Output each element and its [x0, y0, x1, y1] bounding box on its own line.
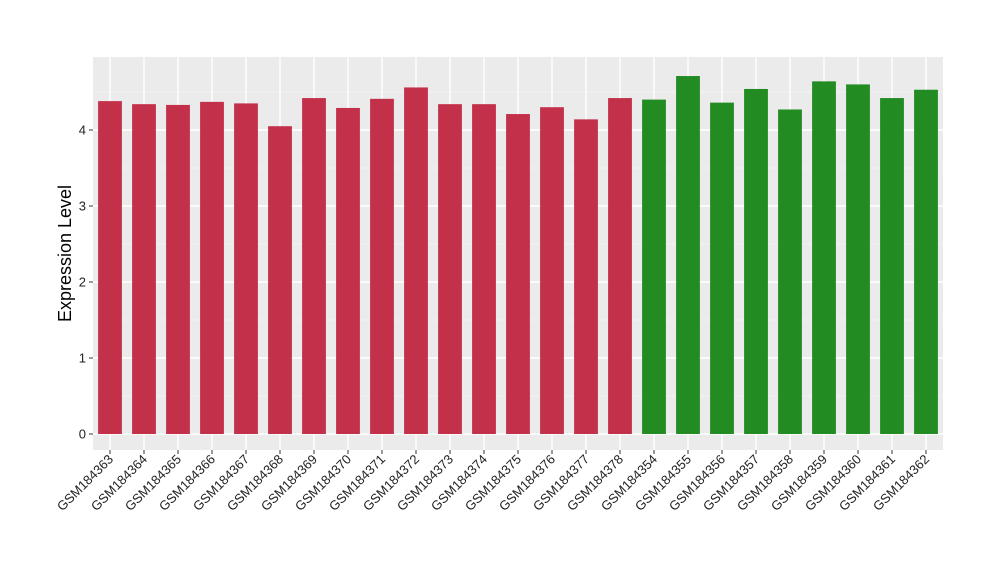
y-tick-label: 0: [79, 427, 86, 442]
y-tick-label: 1: [79, 351, 86, 366]
bar-GSM184367: [234, 103, 258, 435]
bar-GSM184358: [778, 109, 802, 434]
y-tick-label: 3: [79, 199, 86, 214]
bar-GSM184368: [268, 126, 292, 434]
bar-GSM184371: [370, 98, 394, 434]
bar-GSM184363: [98, 101, 122, 435]
bar-GSM184357: [744, 88, 768, 435]
bar-GSM184376: [540, 107, 564, 434]
bar-GSM184375: [506, 114, 530, 434]
bar-GSM184361: [880, 98, 904, 434]
bar-GSM184377: [574, 119, 598, 435]
x-axis: GSM184363GSM184364GSM184365GSM184366GSM1…: [54, 450, 932, 514]
bar-GSM184374: [472, 104, 496, 434]
bar-GSM184366: [200, 101, 224, 434]
bar-GSM184355: [676, 76, 700, 434]
bar-GSM184365: [166, 104, 190, 435]
y-tick-label: 2: [79, 275, 86, 290]
bar-GSM184372: [404, 87, 428, 434]
y-axis: 0 1 2 3 4: [79, 123, 93, 442]
bar-GSM184364: [132, 104, 156, 434]
bar-GSM184373: [438, 104, 462, 434]
bar-GSM184360: [846, 84, 870, 435]
y-tick-label: 4: [79, 123, 86, 138]
bars: [98, 76, 938, 435]
bar-GSM184378: [608, 98, 632, 434]
bar-GSM184356: [710, 102, 734, 434]
y-axis-title: Expression Level: [55, 185, 75, 322]
bar-GSM184359: [812, 81, 836, 435]
bar-GSM184354: [642, 99, 666, 434]
bar-GSM184370: [336, 107, 360, 435]
bar-GSM184362: [914, 89, 938, 434]
bar-GSM184369: [302, 98, 326, 434]
